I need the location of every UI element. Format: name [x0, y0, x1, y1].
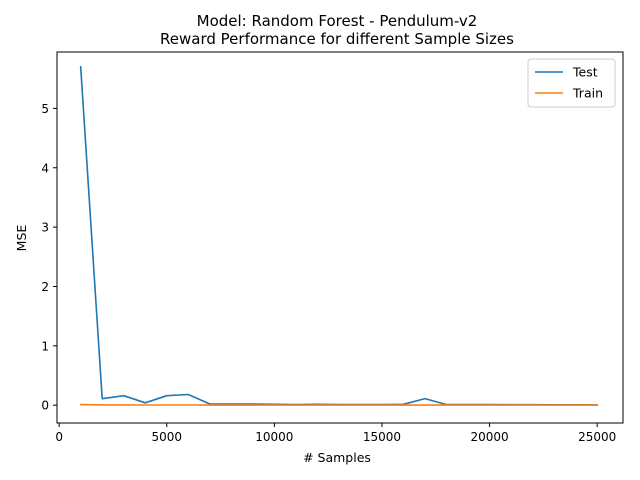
- x-tick-label: 0: [55, 430, 63, 444]
- x-tick-label: 15000: [363, 430, 401, 444]
- legend-label-train: Train: [572, 86, 603, 101]
- y-tick-label: 3: [41, 221, 49, 235]
- plot-frame: [56, 51, 624, 424]
- x-axis-ticks: 0 5000 10000 15000 20000 25000: [55, 423, 616, 444]
- x-axis-label: # Samples: [303, 450, 371, 465]
- series-layer: [79, 65, 598, 406]
- x-tick-label: 25000: [578, 430, 616, 444]
- y-tick-label: 2: [41, 280, 49, 294]
- y-tick-label: 0: [41, 399, 49, 413]
- legend-label-test: Test: [572, 65, 598, 80]
- y-tick-label: 1: [41, 339, 49, 353]
- chart-title: Model: Random Forest - Pendulum-v2: [197, 12, 478, 30]
- legend: Test Train: [527, 58, 616, 108]
- y-axis-label: MSE: [14, 225, 29, 252]
- y-axis-ticks: 0 1 2 3 4 5: [41, 102, 57, 413]
- y-tick-label: 5: [41, 102, 49, 116]
- x-tick-label: 20000: [470, 430, 508, 444]
- chart-subtitle: Reward Performance for different Sample …: [160, 30, 514, 48]
- legend-box: [527, 58, 616, 108]
- y-tick-label: 4: [41, 161, 49, 175]
- x-tick-label: 5000: [151, 430, 182, 444]
- series-line-test: [79, 65, 598, 406]
- x-tick-label: 10000: [255, 430, 293, 444]
